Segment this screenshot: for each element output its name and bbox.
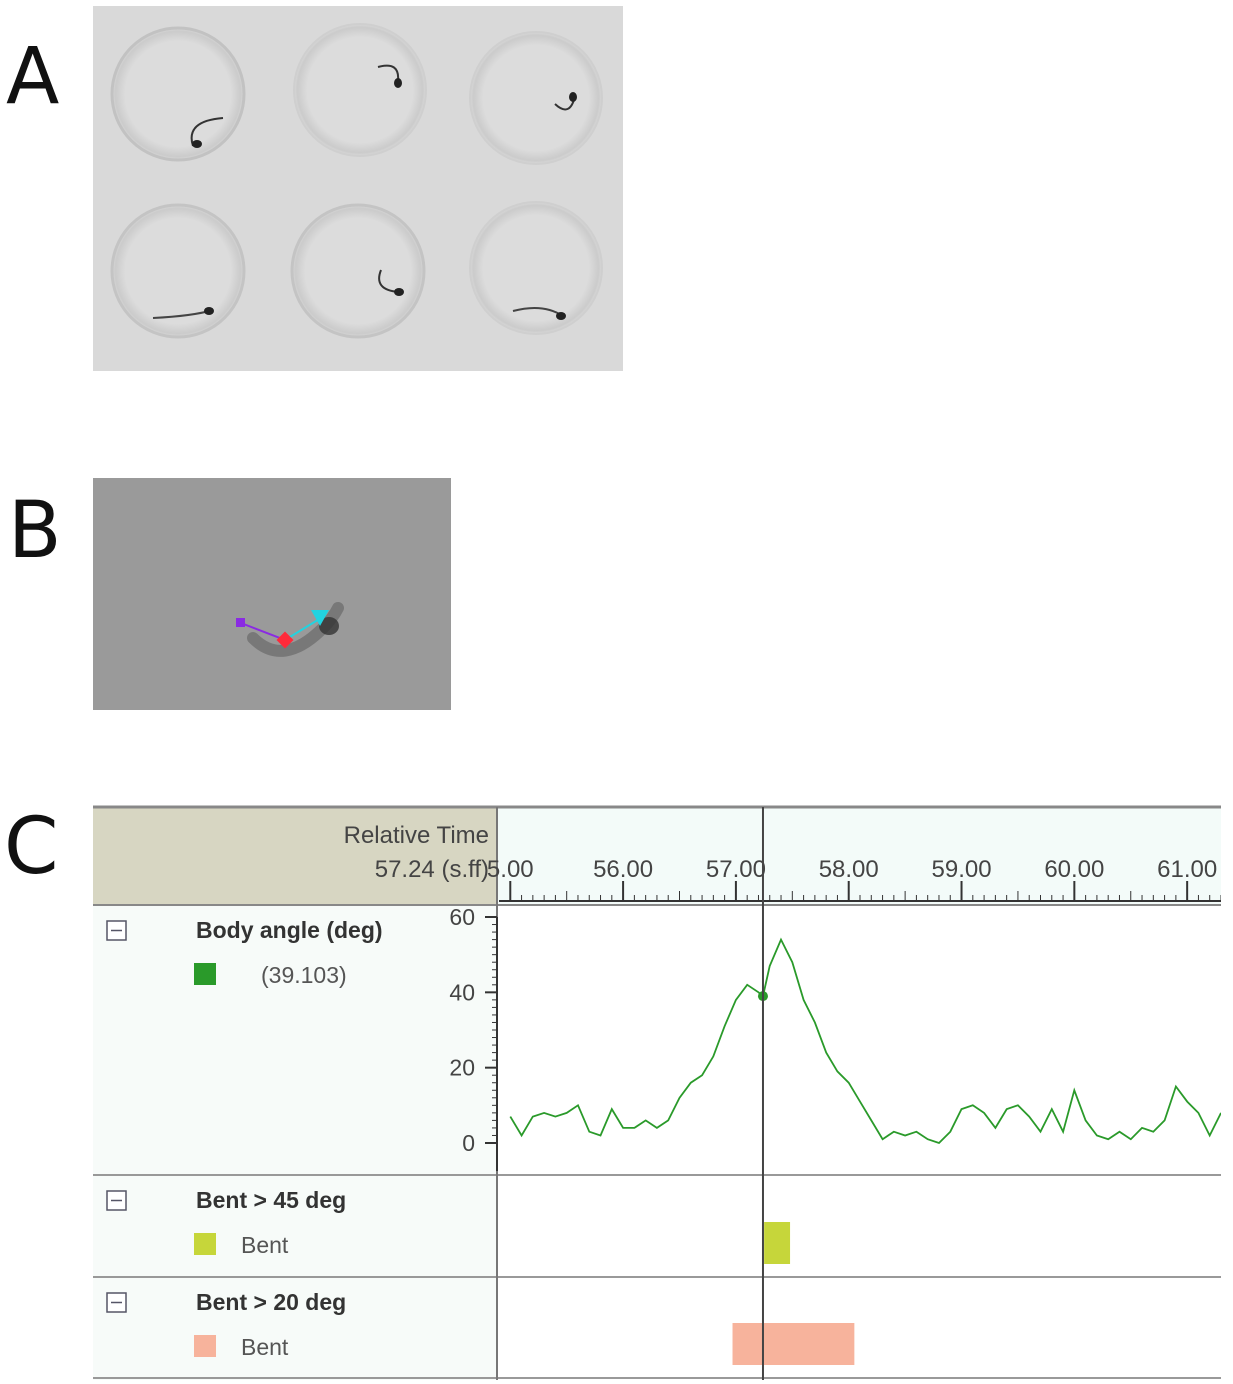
state-label: Bent xyxy=(241,1232,289,1258)
track-label-column xyxy=(93,905,497,1380)
ruler-tick-label: 60.00 xyxy=(1044,856,1104,883)
track-name: Bent > 45 deg xyxy=(196,1187,346,1213)
y-axis-tick-label: 40 xyxy=(449,979,475,1005)
panel-label-c: C xyxy=(4,802,59,892)
track-bent-20: Bent > 20 deg Bent xyxy=(106,1289,346,1360)
track-name: Body angle (deg) xyxy=(196,917,383,943)
relative-time-title: Relative Time xyxy=(344,822,489,849)
state-color-swatch xyxy=(194,1233,216,1255)
header-time-ruler xyxy=(497,807,1221,905)
center-point-marker xyxy=(276,631,294,649)
timeline-viewer: Relative Time 57.24 (s.ff) 5.00 56.00 57.0… xyxy=(93,805,1222,1380)
track-body-angle: Body angle (deg) (39.103) xyxy=(106,917,383,988)
well xyxy=(469,201,603,335)
ruler-tick-label: 61.00 xyxy=(1157,856,1217,883)
series-color-swatch xyxy=(194,963,216,985)
nose-point-marker xyxy=(311,610,329,626)
tracking-image xyxy=(93,478,451,710)
body-angle-line xyxy=(509,937,1222,1145)
current-time-readout: 57.24 (s.ff) xyxy=(375,856,489,883)
timeline-svg: Relative Time 57.24 (s.ff) 5.00 56.00 57.0… xyxy=(93,805,1222,1380)
ruler-tick-label: 58.00 xyxy=(819,856,879,883)
well xyxy=(290,203,426,339)
current-value: (39.103) xyxy=(261,962,347,988)
bent-45-event-bar xyxy=(764,1222,791,1264)
y-axis-tick-label: 0 xyxy=(462,1130,475,1156)
well-plate-image xyxy=(93,6,623,371)
well xyxy=(469,31,603,165)
panel-label-a: A xyxy=(6,32,60,122)
time-ruler-ticks xyxy=(499,881,1222,902)
track-bent-45: Bent > 45 deg Bent xyxy=(106,1187,346,1258)
well-plate-drawing xyxy=(110,23,603,339)
ruler-tick-label: 56.00 xyxy=(593,856,653,883)
tracking-drawing xyxy=(236,602,344,657)
state-color-swatch xyxy=(194,1335,216,1357)
state-label: Bent xyxy=(241,1334,289,1360)
y-axis-tick-label: 20 xyxy=(449,1055,475,1081)
head-segment xyxy=(284,617,322,641)
well xyxy=(293,23,427,157)
panel-label-b: B xyxy=(8,486,62,576)
tail-point-marker xyxy=(236,618,245,627)
time-ruler-labels: 5.00 56.00 57.00 58.00 59.00 60.00 61.00 xyxy=(487,856,1217,883)
ruler-tick-label: 5.00 xyxy=(487,856,534,883)
well xyxy=(110,26,246,162)
header-left-panel xyxy=(93,807,497,905)
bent-20-event-bar xyxy=(732,1323,855,1365)
y-axis-tick-label: 60 xyxy=(449,904,475,930)
angle-y-axis: 60 40 20 0 xyxy=(449,904,498,1171)
well xyxy=(110,203,246,339)
tail-segment xyxy=(240,622,286,641)
ruler-tick-label: 59.00 xyxy=(932,856,992,883)
track-name: Bent > 20 deg xyxy=(196,1289,346,1315)
track-plot-area xyxy=(497,905,1221,1380)
ruler-tick-label: 57.00 xyxy=(706,856,766,883)
